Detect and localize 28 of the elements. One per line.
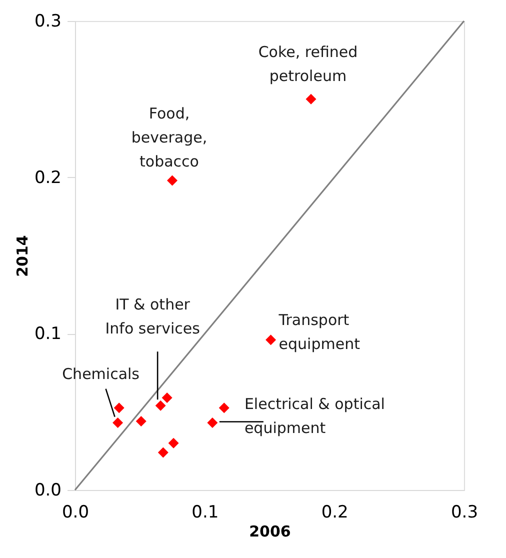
annotation: IT & other Info services xyxy=(105,296,200,338)
point xyxy=(266,334,276,346)
annotation: Chemicals xyxy=(62,364,140,383)
point xyxy=(162,392,172,404)
y-axis-title: 2014 xyxy=(13,235,32,277)
point xyxy=(306,94,316,104)
annotation: Food, beverage, tobacco xyxy=(131,104,208,170)
point xyxy=(168,438,179,448)
point xyxy=(112,418,124,428)
x-tick-label: 0.0 xyxy=(62,502,90,522)
point xyxy=(158,447,168,458)
point xyxy=(218,402,230,414)
y-tick-label: 0.2 xyxy=(34,168,62,188)
point xyxy=(207,418,218,428)
y-tick-label: 0.0 xyxy=(34,480,62,500)
x-axis-title: 2006 xyxy=(249,522,291,540)
point xyxy=(167,175,178,186)
point xyxy=(155,400,166,411)
annotation: Electrical & optical equipment xyxy=(244,394,385,437)
point xyxy=(136,416,146,426)
annotation: Coke, refined petroleum xyxy=(258,43,358,86)
point xyxy=(114,402,124,414)
x-tick-label: 0.3 xyxy=(450,502,478,522)
x-tick-label: 0.1 xyxy=(192,502,219,522)
y-tick-label: 0.1 xyxy=(34,324,62,344)
annotation: Transport equipment xyxy=(278,310,360,353)
x-tick-label: 0.2 xyxy=(321,502,348,522)
y-tick-label: 0.3 xyxy=(34,12,62,32)
